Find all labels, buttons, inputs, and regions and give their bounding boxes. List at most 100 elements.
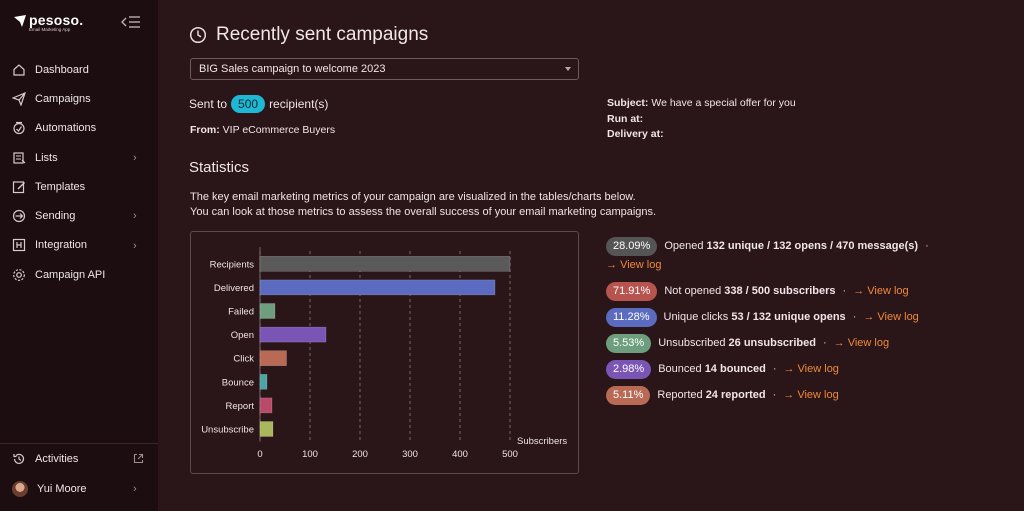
api-gear-icon — [13, 268, 25, 281]
arrow-right-icon: → — [783, 363, 798, 375]
external-link-icon[interactable] — [133, 453, 144, 464]
collapse-sidebar-icon[interactable] — [121, 15, 141, 29]
category-label: Click — [233, 354, 254, 365]
history-icon — [13, 453, 25, 464]
sidebar-item-lists[interactable]: Lists › — [0, 143, 158, 172]
sidebar: pesoso. Email Marketing App Dashboard Ca… — [0, 0, 158, 511]
metric-row: 28.09% Opened 132 unique / 132 opens / 47… — [606, 237, 986, 275]
sidebar-item-activities[interactable]: Activities — [0, 444, 158, 473]
view-log-link[interactable]: → View log — [783, 386, 838, 405]
view-log-label: View log — [867, 285, 909, 297]
page-title: Recently sent campaigns — [216, 24, 429, 45]
metric-row: 5.11% Reported 24 reported · → View log — [606, 386, 986, 405]
app-name: pesoso. — [29, 12, 84, 28]
sidebar-item-label: Lists — [35, 151, 58, 164]
category-label: Bounce — [222, 377, 254, 388]
clock-icon — [189, 26, 207, 44]
bar-unsubscribe — [259, 421, 274, 437]
subject-value: We have a special offer for you — [651, 97, 796, 109]
bar-delivered — [259, 279, 496, 296]
view-log-link[interactable]: → View log — [853, 282, 908, 301]
description-line: The key email marketing metrics of your … — [190, 191, 636, 203]
arrow-right-icon: → — [783, 389, 798, 401]
from-line: From: VIP eCommerce Buyers — [190, 124, 335, 136]
robot-icon — [13, 122, 25, 135]
chevron-right-icon: › — [133, 210, 137, 223]
bar-bounce — [259, 374, 268, 390]
sent-to-suffix: recipient(s) — [269, 97, 329, 111]
metric-text: Bounced 14 bounced — [658, 360, 766, 379]
integration-icon — [12, 239, 26, 252]
sidebar-item-dashboard[interactable]: Dashboard — [0, 55, 158, 84]
campaign-select[interactable]: BIG Sales campaign to welcome 2023 — [190, 58, 579, 80]
sidebar-item-campaign-api[interactable]: Campaign API — [0, 260, 158, 289]
metric-label: Bounced — [658, 363, 705, 375]
x-tick-label: 200 — [352, 449, 368, 460]
separator-dot: · — [842, 285, 847, 297]
percentage-badge: 28.09% — [606, 237, 658, 256]
campaign-select-value: BIG Sales campaign to welcome 2023 — [199, 63, 386, 75]
arrow-right-icon: → — [606, 259, 621, 271]
metrics-list: 28.09% Opened 132 unique / 132 opens / 47… — [606, 237, 986, 412]
home-icon — [13, 63, 25, 76]
metric-row: 2.98% Bounced 14 bounced · → View log — [606, 360, 986, 379]
description-line: You can look at those metrics to assess … — [190, 206, 657, 218]
separator-dot: · — [772, 363, 777, 375]
logo-mark-icon — [14, 15, 26, 27]
view-log-label: View log — [797, 363, 839, 375]
edit-template-icon — [12, 181, 25, 193]
metric-row: 71.91% Not opened 338 / 500 subscribers · →… — [606, 282, 986, 301]
x-tick-label: 500 — [502, 449, 518, 460]
arrow-right-icon: → — [833, 337, 848, 349]
metric-value: 132 unique / 132 opens / 470 message(s) — [706, 240, 919, 252]
category-label: Delivered — [214, 283, 254, 294]
user-menu[interactable]: Yui Moore › — [0, 474, 158, 503]
avatar — [12, 480, 28, 497]
bar-open — [259, 326, 327, 343]
sidebar-divider — [0, 443, 158, 444]
separator-dot: · — [772, 389, 777, 401]
chevron-right-icon: › — [133, 151, 137, 164]
sidebar-item-templates[interactable]: Templates — [0, 172, 158, 201]
sidebar-item-label: Integration — [35, 239, 87, 252]
user-name: Yui Moore — [37, 482, 87, 495]
category-label: Unsubscribe — [201, 425, 254, 436]
percentage-badge: 5.53% — [606, 334, 652, 353]
view-log-label: View log — [877, 311, 919, 323]
metric-label: Unsubscribed — [658, 337, 729, 349]
percentage-badge: 5.11% — [606, 386, 651, 405]
metric-row: 5.53% Unsubscribed 26 unsubscribed · → View… — [606, 334, 986, 353]
percentage-badge: 2.98% — [606, 360, 652, 379]
sidebar-item-label: Campaign API — [35, 268, 106, 281]
metric-text: Opened 132 unique / 132 opens / 470 mess… — [664, 237, 918, 256]
percentage-badge: 11.28% — [606, 308, 657, 327]
recipients-count-badge: 500 — [231, 95, 266, 113]
category-label: Report — [225, 401, 254, 412]
from-label: From: — [190, 124, 220, 136]
sending-icon — [12, 210, 26, 223]
view-log-link[interactable]: → View log — [606, 256, 661, 275]
sidebar-nav: Dashboard Campaigns Automations Lists › … — [0, 55, 158, 289]
sidebar-item-automations[interactable]: Automations — [0, 114, 158, 143]
metric-row: 11.28% Unique clicks 53 / 132 unique open… — [606, 308, 986, 327]
separator-dot: · — [852, 311, 857, 323]
view-log-label: View log — [847, 337, 890, 349]
view-log-link[interactable]: → View log — [783, 360, 838, 379]
arrow-right-icon: → — [853, 285, 868, 297]
bar-click — [259, 350, 287, 366]
sidebar-item-campaigns[interactable]: Campaigns — [0, 84, 158, 113]
category-label: Failed — [228, 307, 254, 318]
sent-to-prefix: Sent to — [189, 97, 228, 111]
view-log-link[interactable]: → View log — [834, 334, 889, 353]
app-logo[interactable]: pesoso. Email Marketing App — [14, 13, 83, 33]
sidebar-item-sending[interactable]: Sending › — [0, 201, 158, 230]
list-icon — [13, 151, 26, 164]
metric-label: Reported — [657, 389, 706, 401]
metric-label: Unique clicks — [663, 311, 732, 323]
metric-value: 338 / 500 subscribers — [724, 285, 836, 297]
metric-value: 24 reported — [705, 389, 766, 401]
view-log-link[interactable]: → View log — [863, 308, 918, 327]
sidebar-item-integration[interactable]: Integration › — [0, 231, 158, 260]
main-content: Recently sent campaigns BIG Sales campai… — [158, 0, 1024, 511]
chevron-right-icon: › — [133, 483, 137, 496]
